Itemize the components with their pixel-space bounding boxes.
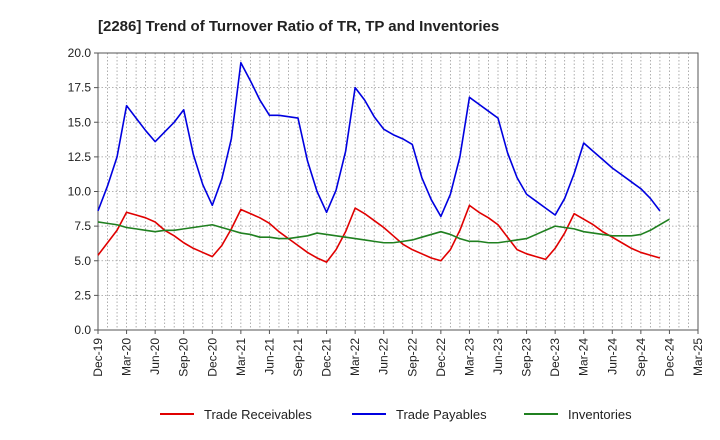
x-tick-label: Mar-20: [120, 338, 134, 376]
x-tick-label: Mar-23: [462, 338, 476, 376]
x-tick-label: Jun-23: [491, 338, 505, 375]
x-axis: Dec-19 Mar-20 Jun-20 Sep-20 Dec-20 Mar-21 Jun-…: [91, 330, 705, 377]
y-tick-label: 12.5: [68, 150, 92, 164]
x-tick-label: Dec-22: [434, 338, 448, 377]
x-tick-label: Mar-22: [348, 338, 362, 376]
x-tick-label: Sep-24: [634, 338, 648, 377]
x-tick-label: Jun-20: [148, 338, 162, 375]
x-tick-label: Sep-22: [405, 338, 419, 377]
y-tick-label: 17.5: [68, 81, 92, 95]
x-tick-label: Sep-23: [520, 338, 534, 377]
y-tick-label: 20.0: [68, 46, 92, 60]
y-tick-label: 10.0: [68, 185, 92, 199]
grid: [98, 53, 698, 330]
y-tick-label: 2.5: [74, 288, 91, 302]
x-tick-label: Dec-19: [91, 338, 105, 377]
series-line-2: [97, 218, 670, 244]
legend-label-2: Inventories: [568, 407, 632, 422]
x-tick-label: Dec-23: [548, 338, 562, 377]
x-tick-label: Jun-24: [605, 338, 619, 375]
y-tick-label: 15.0: [68, 115, 92, 129]
series-line-0: [97, 204, 661, 263]
legend: Trade Receivables Trade Payables Inventori…: [160, 407, 632, 422]
x-tick-label: Dec-21: [320, 338, 334, 377]
x-tick-label: Sep-21: [291, 338, 305, 377]
chart-title: [2286] Trend of Turnover Ratio of TR, TP…: [98, 18, 499, 35]
legend-label-1: Trade Payables: [396, 407, 487, 422]
series-line-1: [97, 61, 661, 218]
plot-area-border: [97, 52, 699, 331]
x-tick-label: Dec-20: [205, 338, 219, 377]
series-lines: [97, 61, 670, 263]
x-tick-label: Mar-21: [234, 338, 248, 376]
y-tick-label: 5.0: [74, 254, 91, 268]
x-tick-label: Jun-21: [262, 338, 276, 375]
y-tick-label: 7.5: [74, 219, 91, 233]
x-tick-label: Dec-24: [662, 338, 676, 377]
x-tick-label: Mar-24: [577, 338, 591, 376]
y-axis: 0.0 2.5 5.0 7.5 10.0 12.5 15.0 17.5 20.0: [68, 46, 98, 337]
x-tick-label: Jun-22: [377, 338, 391, 375]
x-tick-label: Sep-20: [177, 338, 191, 377]
y-tick-label: 0.0: [74, 323, 91, 337]
legend-label-0: Trade Receivables: [204, 407, 312, 422]
x-tick-label: Mar-25: [691, 338, 705, 376]
